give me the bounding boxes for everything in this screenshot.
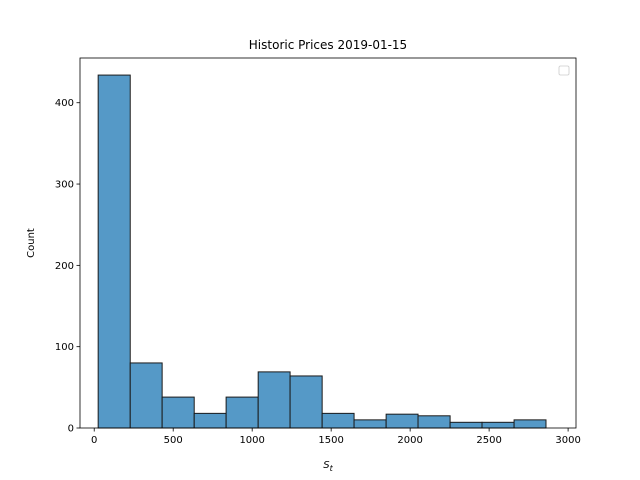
y-tick-label: 400 [55,98,74,109]
x-tick-label: 2500 [476,435,501,446]
x-axis-label: St [323,460,333,473]
x-axis-label-main: S [323,460,330,471]
y-tick-label: 0 [68,424,74,435]
legend-box [558,65,570,76]
histogram-bar [417,415,451,429]
y-axis-ticks: 0 100 200 300 400 [55,98,80,435]
histogram-bar [161,396,195,429]
x-tick-label: 1500 [318,435,343,446]
bars-group [97,74,547,429]
histogram-bar [353,419,387,429]
histogram-bar [97,74,131,429]
histogram-bar [289,375,323,429]
x-tick-label: 2000 [397,435,422,446]
y-axis-label: Count [26,228,37,258]
histogram-bar [385,413,419,429]
x-tick-label: 500 [164,435,183,446]
x-tick-label: 3000 [555,435,580,446]
histogram-bar [129,362,163,429]
histogram-bar [481,421,515,429]
x-tick-label: 0 [91,435,97,446]
y-tick-label: 200 [55,261,74,272]
x-tick-label: 1000 [239,435,264,446]
histogram-bar [225,396,259,429]
histogram-bar [257,371,291,429]
histogram-bar [321,412,355,429]
histogram-bar [449,421,483,429]
chart-title: Historic Prices 2019-01-15 [249,38,407,52]
histogram-bar [193,412,227,429]
histogram-bar [513,419,547,429]
x-axis-ticks: 0 500 1000 1500 2000 2500 3000 [91,428,581,446]
y-tick-label: 300 [55,180,74,191]
y-tick-label: 100 [55,342,74,353]
x-axis-label-sub: t [330,464,334,473]
plot-frame [79,57,577,429]
